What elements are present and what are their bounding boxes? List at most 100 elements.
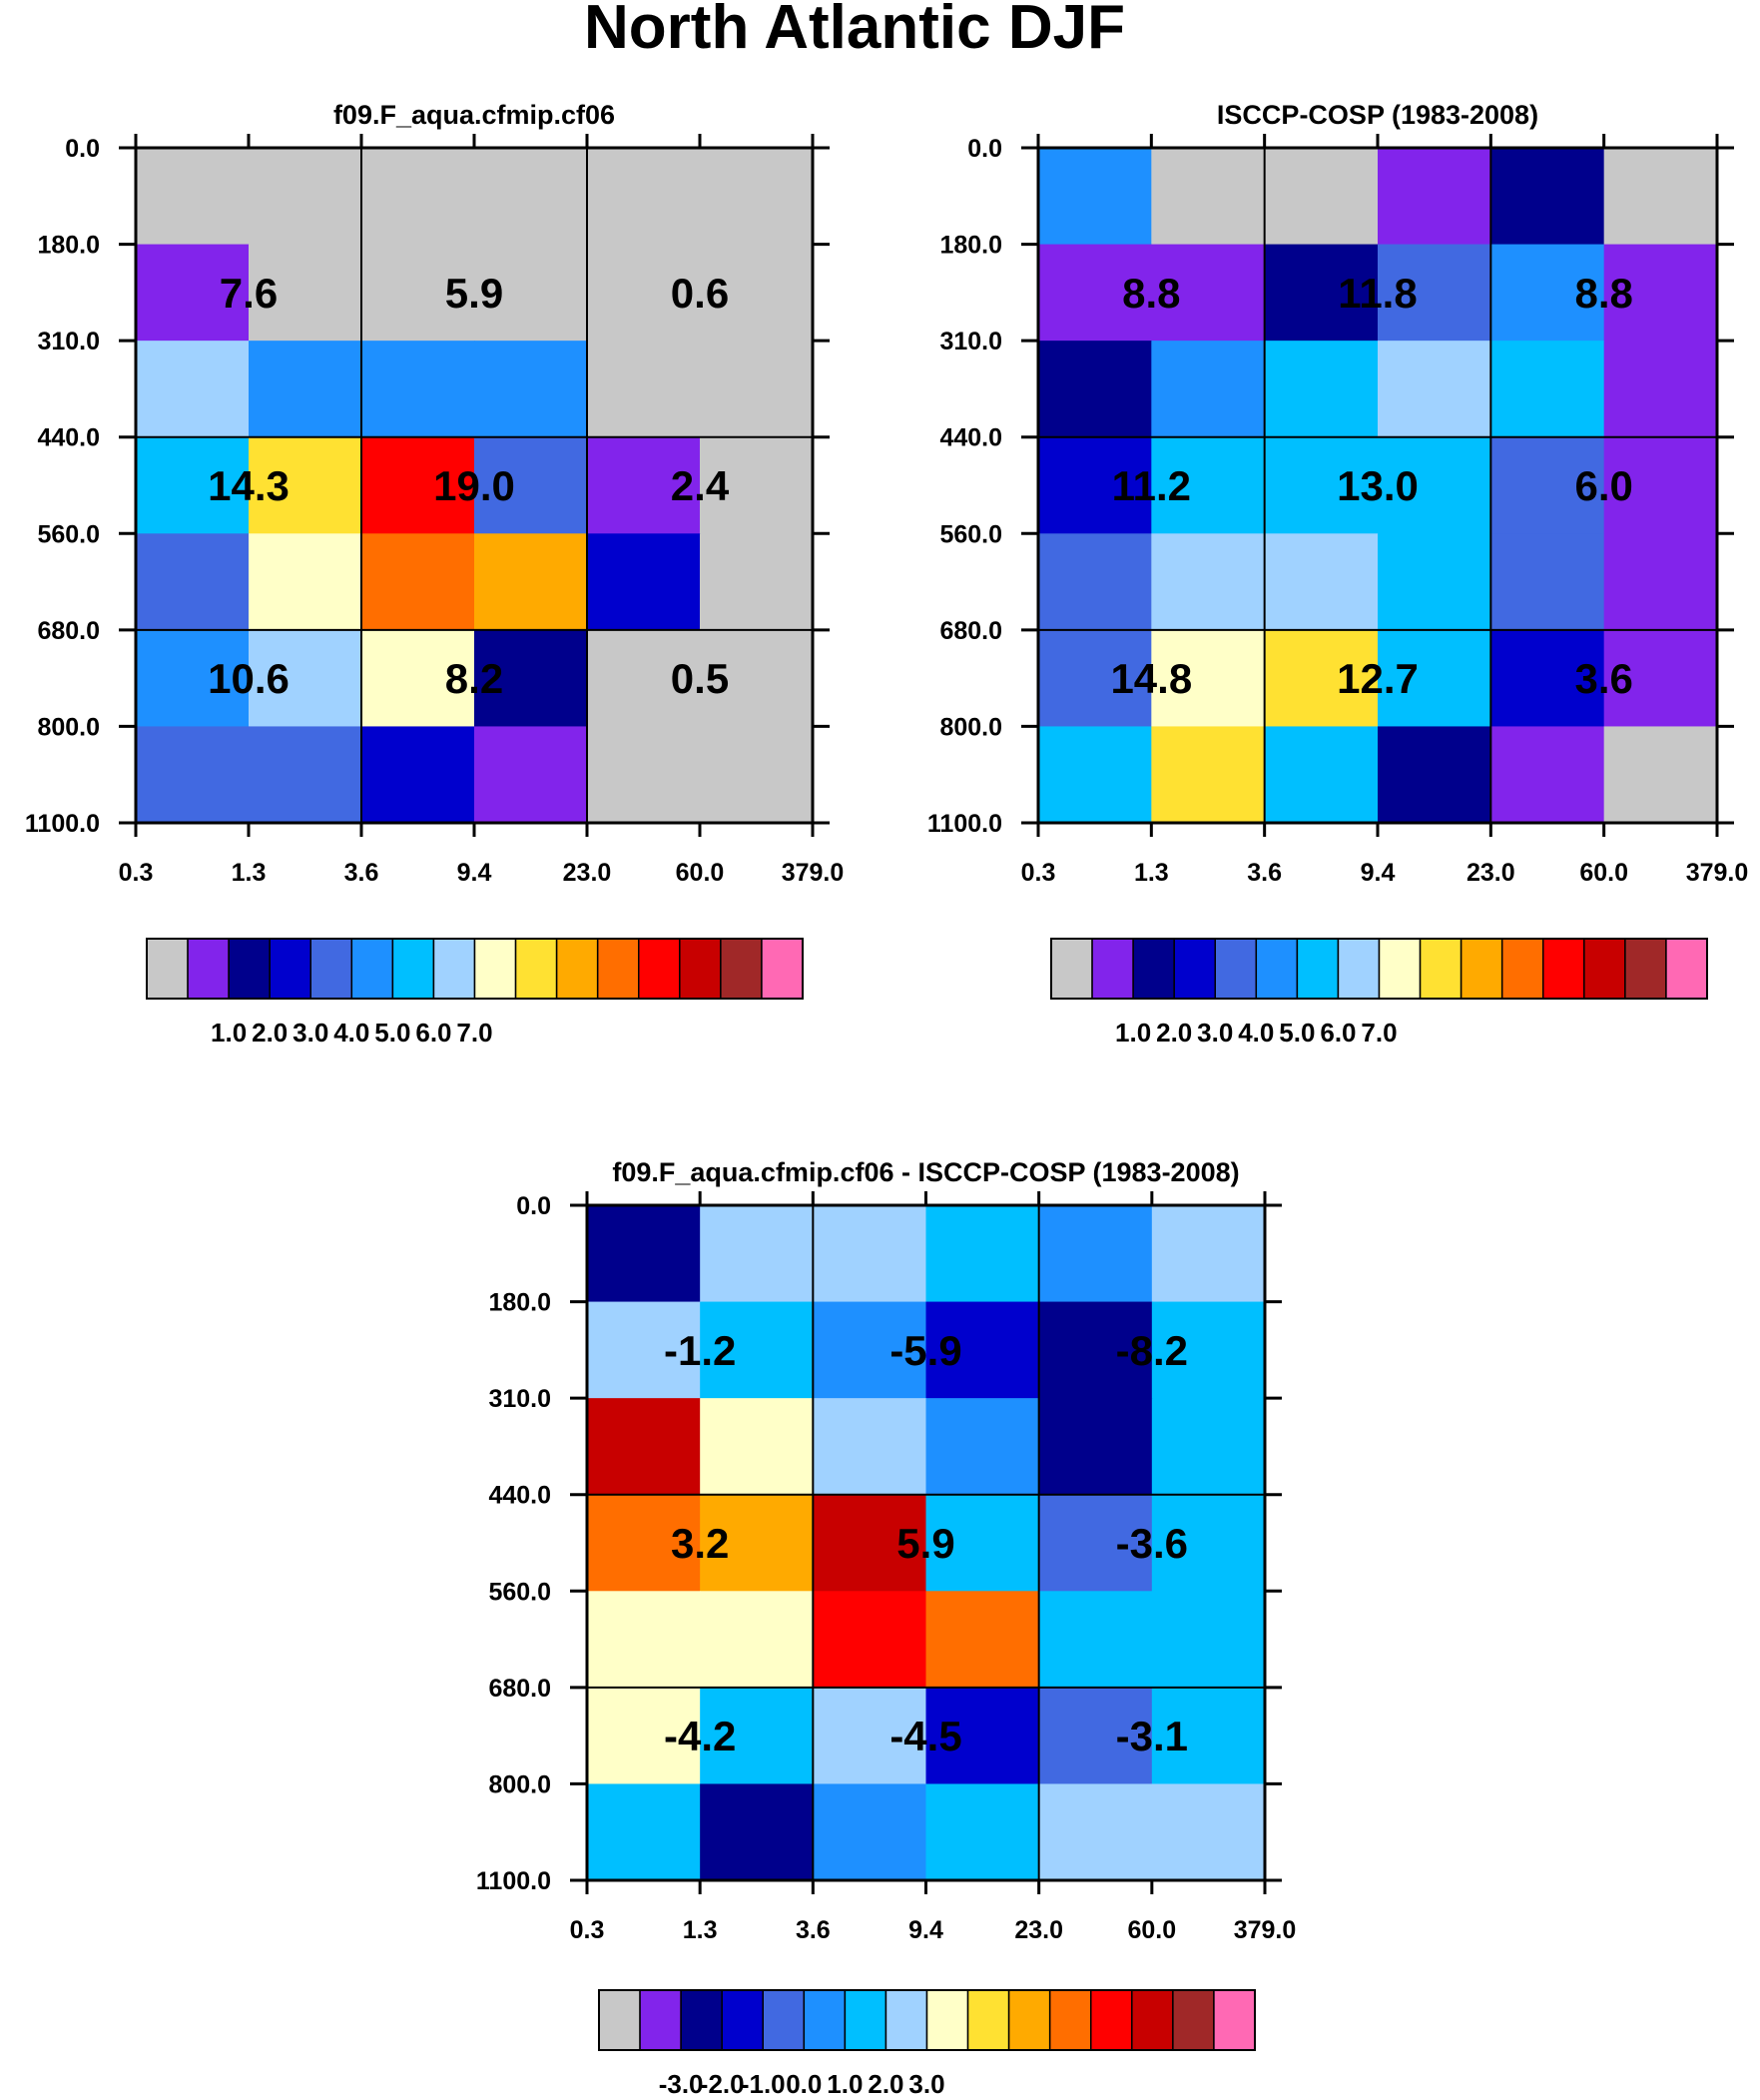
- heatmap-cell: [1038, 1301, 1153, 1399]
- heatmap-cell: [136, 726, 250, 824]
- colorbar-label: -1.0: [741, 2069, 786, 2099]
- heatmap-cell: [1378, 533, 1491, 631]
- colorbar-swatch: [1131, 1989, 1174, 2051]
- heatmap-cell: [249, 436, 362, 534]
- colorbar-frame: [598, 1989, 1256, 2051]
- y-tick-label: 560.0: [939, 520, 1002, 548]
- heatmap-cell: [813, 1301, 927, 1399]
- heatmap-cell: [136, 629, 250, 728]
- heatmap-cell: [1151, 1687, 1266, 1785]
- colorbar-swatch: [1255, 938, 1299, 1000]
- heatmap-cell: [474, 436, 588, 534]
- heatmap-cell: [1264, 436, 1379, 534]
- colorbar-swatch: [1296, 938, 1340, 1000]
- colorbar-label: 1.0: [827, 2069, 863, 2099]
- heatmap-cell: [925, 1783, 1040, 1881]
- colorbar-swatch: [598, 1989, 641, 2051]
- heatmap-cell: [813, 1494, 927, 1592]
- y-tick-label: 680.0: [37, 617, 100, 645]
- heatmap-cell: [474, 726, 588, 824]
- colorbar-swatch: [1378, 938, 1422, 1000]
- colorbar-swatch: [1665, 938, 1708, 1000]
- colorbar-swatch: [679, 938, 722, 1000]
- heatmap-cell: [361, 629, 475, 728]
- colorbar-swatch: [1090, 1989, 1133, 2051]
- colorbar-label: 5.0: [1279, 1018, 1315, 1048]
- panels: f09.F_aqua.cfmip.cf06 0.3 1.3 3.6 9.4 23.0 60.…: [25, 100, 1748, 2099]
- heatmap-cell: [1490, 629, 1605, 728]
- colorbar-swatch: [1173, 938, 1216, 1000]
- heatmap-cell: [249, 244, 362, 342]
- y-tick-label: 1100.0: [476, 1867, 551, 1895]
- ticks: [570, 1191, 1282, 1894]
- heatmap-cell: [474, 341, 588, 438]
- heatmap-cell: [587, 1301, 701, 1399]
- heatmap-cell: [136, 244, 250, 342]
- heatmap-cell: [1151, 533, 1266, 631]
- x-tick-label: 0.3: [570, 1916, 605, 1944]
- heatmap-cell: [587, 341, 701, 438]
- colorbar-label: 7.0: [456, 1018, 492, 1048]
- colorbar-label: 7.0: [1361, 1018, 1397, 1048]
- colorbar-swatch: [269, 938, 312, 1000]
- group-value-label: 14.3: [208, 462, 290, 509]
- colorbar-label: 0.0: [786, 2069, 822, 2099]
- heatmap-cell: [136, 148, 250, 246]
- colorbar-label: -2.0: [700, 2069, 745, 2099]
- x-tick-label: 9.4: [457, 859, 492, 887]
- heatmap-cell: [700, 533, 814, 631]
- heatmap-cell: [587, 726, 701, 824]
- heatmap-cell: [361, 436, 475, 534]
- y-tick-label: 180.0: [488, 1289, 551, 1317]
- heatmap-cell: [1151, 1591, 1266, 1689]
- group-value-label: 19.0: [433, 462, 515, 509]
- colorbar-label: 6.0: [415, 1018, 451, 1048]
- heatmap-cell: [249, 341, 362, 438]
- colorbar-swatch: [391, 938, 435, 1000]
- colorbar-swatch: [1213, 1989, 1256, 2051]
- group-value-label: -4.2: [664, 1713, 736, 1759]
- heatmap-cell: [1038, 244, 1152, 342]
- heatmap-cell: [1378, 341, 1491, 438]
- heatmap-cell: [1490, 533, 1605, 631]
- heatmap-cell: [813, 1205, 927, 1303]
- colorbar-swatch: [966, 1989, 1010, 2051]
- group-value-label: 0.5: [671, 655, 729, 702]
- heatmap-cell: [361, 533, 475, 631]
- y-tick-label: 560.0: [37, 520, 100, 548]
- colorbar-swatch: [761, 938, 804, 1000]
- colorbar-swatch: [1172, 1989, 1215, 2051]
- heatmap-cell: [1151, 726, 1266, 824]
- colorbar-swatch: [721, 1989, 765, 2051]
- heatmap-cell: [587, 1398, 701, 1496]
- cells: [587, 1205, 1266, 1881]
- group-value-label: -3.6: [1116, 1520, 1188, 1567]
- group-grid: [136, 148, 813, 823]
- group-grid: [1038, 148, 1717, 823]
- colorbar-label: 5.0: [374, 1018, 410, 1048]
- group-value-label: 5.9: [445, 270, 503, 317]
- heatmap-cell: [925, 1205, 1040, 1303]
- colorbar-label: 6.0: [1320, 1018, 1356, 1048]
- heatmap-cell: [1378, 244, 1491, 342]
- y-tick-label: 310.0: [37, 328, 100, 355]
- group-value-label: -5.9: [889, 1327, 961, 1374]
- heatmap-cell: [249, 148, 362, 246]
- heatmap-cell: [1490, 148, 1605, 246]
- y-tick-label: 680.0: [939, 617, 1002, 645]
- x-tick-label: 379.0: [782, 859, 845, 887]
- colorbar: 1.0 2.0 3.0 4.0 5.0 6.0 7.0: [1050, 938, 1708, 1048]
- x-tick-label: 23.0: [563, 859, 612, 887]
- colorbar-swatch: [1050, 938, 1093, 1000]
- heatmap-cell: [1490, 244, 1605, 342]
- colorbar-swatch: [596, 938, 640, 1000]
- colorbar-label: 2.0: [1156, 1018, 1192, 1048]
- panel-title: ISCCP-COSP (1983-2008): [1217, 100, 1538, 130]
- heatmap-cell: [700, 1494, 814, 1592]
- y-tick-label: 800.0: [37, 713, 100, 741]
- colorbar-swatch: [432, 938, 476, 1000]
- heatmap-cell: [700, 1398, 814, 1496]
- panel-diff: f09.F_aqua.cfmip.cf06 - ISCCP-COSP (1983…: [476, 1157, 1296, 2099]
- group-value-label: 11.8: [1338, 270, 1417, 317]
- group-value-label: 13.0: [1337, 462, 1419, 509]
